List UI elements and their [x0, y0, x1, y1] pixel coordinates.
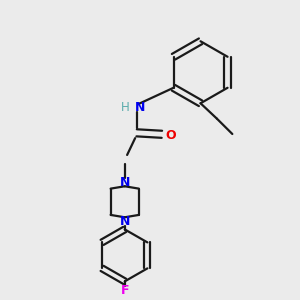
Text: N: N — [135, 101, 146, 114]
Text: N: N — [119, 176, 130, 189]
Text: H: H — [120, 101, 129, 114]
Text: F: F — [121, 284, 129, 297]
Text: O: O — [166, 129, 176, 142]
Text: N: N — [119, 215, 130, 228]
